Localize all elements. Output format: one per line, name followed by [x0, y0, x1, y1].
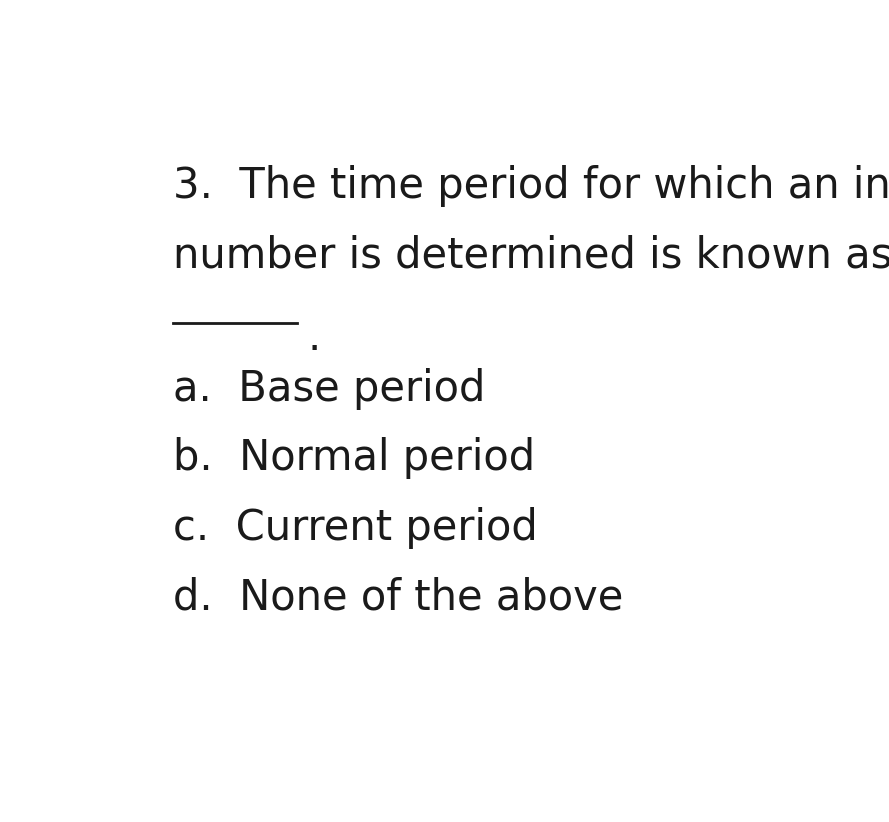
Text: .: . — [308, 317, 321, 359]
Text: d.  None of the above: d. None of the above — [173, 576, 623, 618]
Text: number is determined is known as: number is determined is known as — [173, 235, 889, 277]
Text: b.  Normal period: b. Normal period — [173, 437, 535, 479]
Text: c.  Current period: c. Current period — [173, 507, 538, 549]
Text: 3.  The time period for which an index: 3. The time period for which an index — [173, 165, 889, 207]
Text: a.  Base period: a. Base period — [173, 367, 485, 409]
